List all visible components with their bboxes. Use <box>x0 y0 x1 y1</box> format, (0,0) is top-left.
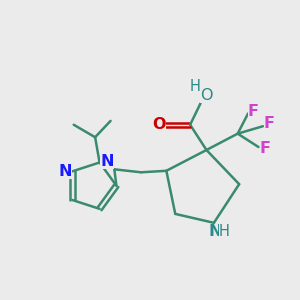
Text: F: F <box>260 141 271 156</box>
Text: H: H <box>219 224 230 238</box>
Text: O: O <box>152 117 166 132</box>
Text: H: H <box>190 80 201 94</box>
Text: N: N <box>208 224 222 238</box>
Text: F: F <box>248 104 259 119</box>
Text: O: O <box>200 88 212 104</box>
Text: F: F <box>264 116 275 131</box>
Text: N: N <box>58 164 72 179</box>
Text: N: N <box>100 154 114 169</box>
